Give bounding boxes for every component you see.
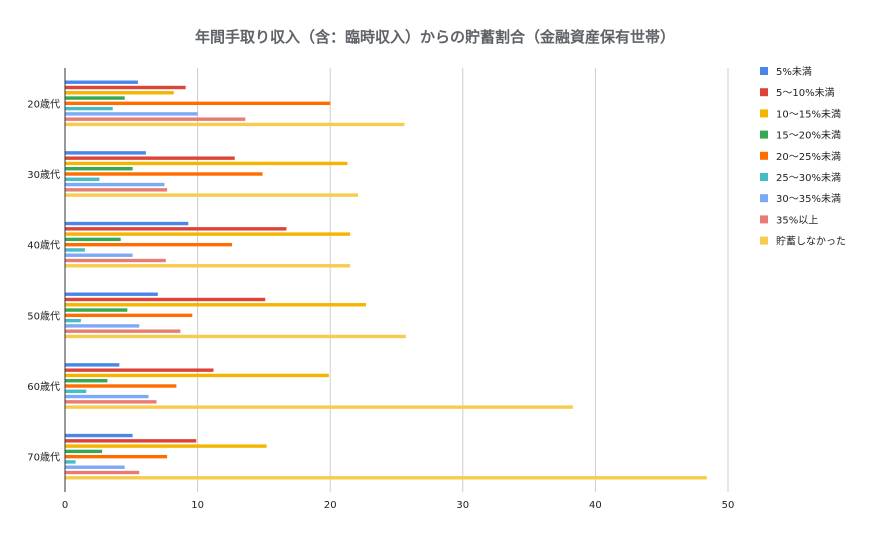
- category-label: 20歳代: [27, 98, 60, 110]
- category-label: 30歳代: [27, 169, 60, 181]
- category-label: 50歳代: [27, 310, 60, 322]
- legend-label: 20～25%未満: [776, 151, 841, 163]
- bar: [65, 292, 158, 296]
- bar: [65, 161, 348, 166]
- bar: [65, 389, 87, 393]
- bar: [65, 329, 181, 333]
- bar: [65, 368, 214, 372]
- bar: [65, 106, 113, 111]
- bar: [65, 96, 125, 100]
- x-tick-label: 50: [722, 500, 735, 511]
- bar: [65, 297, 266, 302]
- legend-label: 貯蓄しなかった: [776, 236, 846, 248]
- bar: [65, 373, 329, 378]
- bars: [65, 80, 707, 480]
- legend-label: 25～30%未満: [776, 172, 841, 184]
- bar: [65, 454, 168, 459]
- legend-swatch: [760, 173, 768, 181]
- bar: [65, 439, 197, 443]
- bar: [65, 91, 174, 95]
- bar: [65, 232, 351, 236]
- bar: [65, 156, 235, 160]
- bar: [65, 433, 133, 438]
- bar: [65, 313, 193, 318]
- legend-swatch: [760, 88, 768, 97]
- bar: [65, 112, 198, 116]
- bar: [65, 253, 133, 257]
- bar: [65, 193, 359, 197]
- legend-swatch: [760, 67, 768, 75]
- bar: [65, 117, 246, 121]
- bar: [65, 221, 189, 226]
- legend-swatch: [760, 236, 768, 245]
- bar: [65, 151, 146, 155]
- bar: [65, 394, 149, 399]
- bar: [65, 80, 138, 84]
- legend-label: 5～10%未満: [776, 87, 835, 99]
- bar: [65, 242, 233, 247]
- bar: [65, 303, 367, 307]
- category-label: 70歳代: [27, 452, 60, 464]
- legend-swatch: [760, 109, 768, 118]
- bar: [65, 258, 166, 263]
- bar: [65, 264, 351, 268]
- bar: [65, 237, 121, 242]
- legend-swatch: [760, 130, 768, 139]
- legend-label: 30～35%未満: [776, 193, 841, 205]
- legend-swatch: [760, 215, 768, 224]
- axes: 0 10 20 30 40 50 20歳代 30歳代 40歳代 50歳代 60歳代 70歳代: [27, 68, 734, 511]
- bar: [65, 172, 263, 176]
- x-tick-label: 20: [324, 500, 337, 511]
- x-tick-label: 30: [456, 500, 469, 511]
- bar: [65, 318, 81, 323]
- bar: [65, 444, 267, 448]
- bar: [65, 405, 573, 409]
- bar: [65, 101, 331, 106]
- bar: [65, 122, 405, 127]
- legend-swatch: [760, 151, 768, 160]
- bar: [65, 470, 140, 475]
- bar: [65, 248, 85, 252]
- x-tick-label: 40: [589, 500, 602, 511]
- bar: [65, 177, 100, 181]
- legend-label: 35%以上: [776, 214, 818, 226]
- category-label: 60歳代: [27, 381, 60, 393]
- bar: [65, 334, 406, 339]
- bar: [65, 167, 133, 171]
- bar: [65, 465, 125, 469]
- x-tick-label: 0: [62, 500, 68, 511]
- bar: [65, 379, 108, 383]
- legend-label: 5%未満: [776, 66, 812, 78]
- bar: [65, 449, 103, 454]
- legend-label: 10～15%未満: [776, 108, 841, 120]
- chart-title: 年間手取り収入（含：臨時収入）からの貯蓄割合（金融資産保有世帯）: [195, 28, 675, 46]
- bar: [65, 324, 140, 328]
- legend-label: 15～20%未満: [776, 130, 841, 142]
- bar: [65, 460, 76, 464]
- bar: [65, 476, 707, 480]
- bar: [65, 182, 165, 187]
- bar: [65, 384, 177, 388]
- bar: [65, 308, 128, 312]
- grid-lines: [197, 68, 729, 492]
- bar: [65, 363, 120, 367]
- bar: [65, 400, 157, 404]
- category-label: 40歳代: [27, 240, 60, 252]
- bar: [65, 188, 168, 192]
- legend: 5%未満 5～10%未満 10～15%未満 15～20%未満 20～25%未満 25～30…: [760, 66, 846, 248]
- legend-swatch: [760, 194, 768, 203]
- bar: [65, 227, 287, 231]
- bar: [65, 85, 186, 90]
- x-tick-label: 10: [191, 500, 204, 511]
